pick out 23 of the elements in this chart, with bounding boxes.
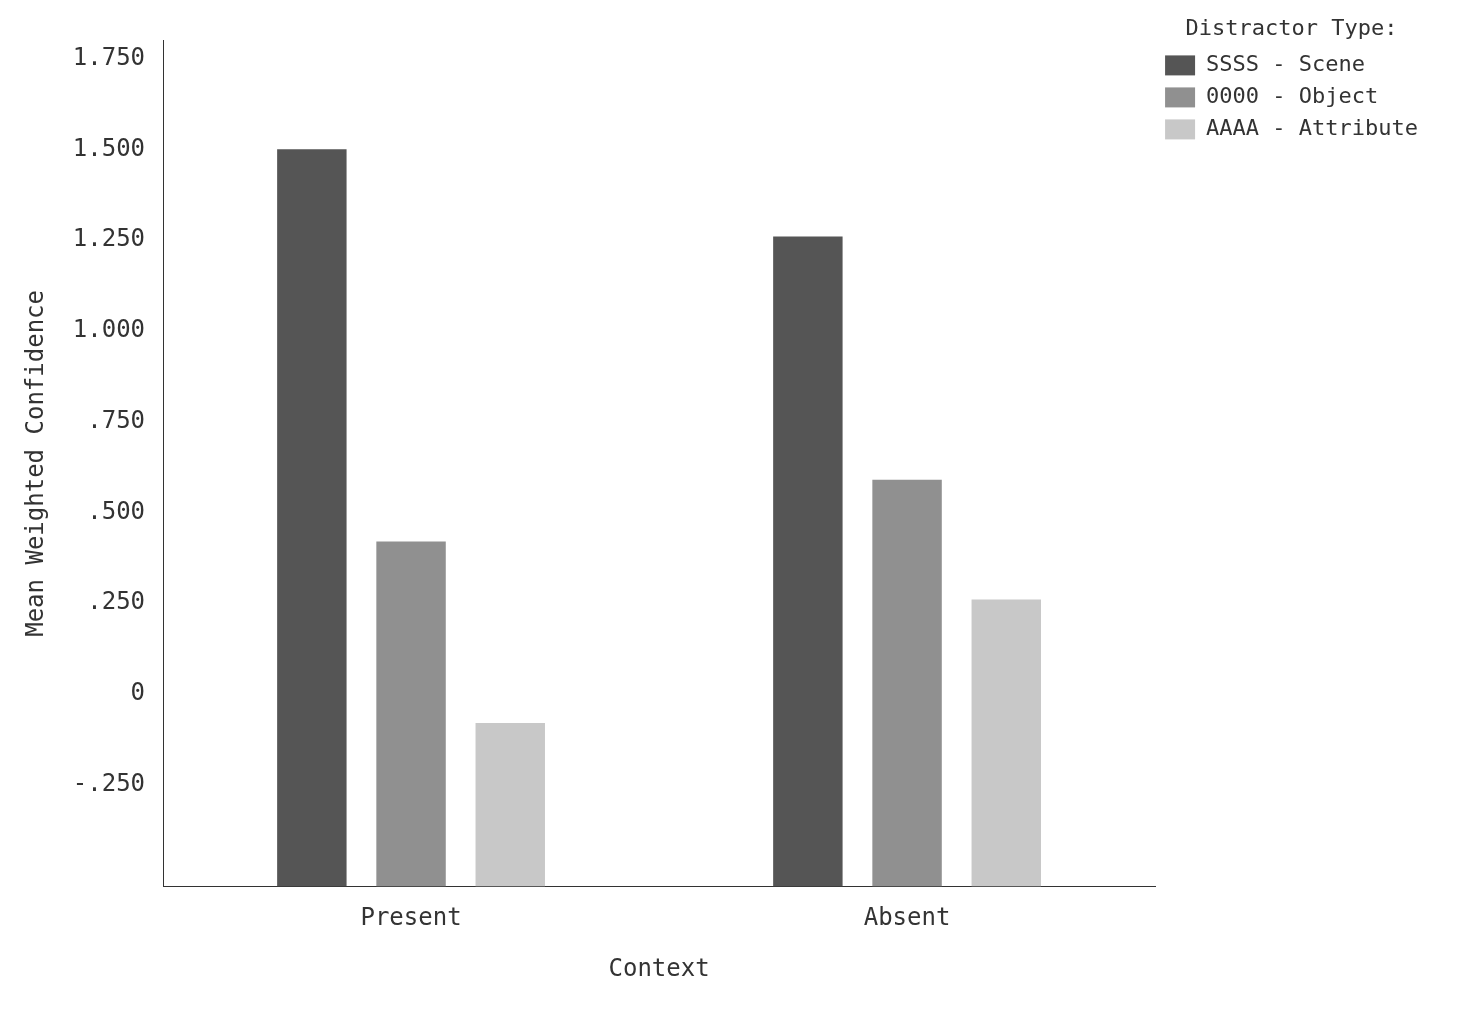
bar (971, 599, 1041, 887)
bar (475, 723, 545, 887)
y-tick-label: 1.500 (72, 133, 146, 162)
x-axis-title: Context (608, 953, 710, 982)
y-tick-label: 1.750 (72, 42, 146, 71)
bar (277, 149, 347, 887)
bar (376, 541, 446, 887)
y-tick-label: .250 (87, 587, 146, 616)
y-tick-label: -.250 (72, 768, 146, 797)
legend-label: AAAA - Attribute (1206, 115, 1418, 141)
legend-title: Distractor Type: (1185, 14, 1398, 40)
y-tick-label: .500 (87, 496, 146, 525)
y-tick-label: 1.250 (72, 224, 146, 253)
bar (773, 236, 843, 887)
x-tick-label: Present (360, 903, 462, 932)
y-tick-label: .750 (87, 405, 146, 434)
bar (872, 479, 942, 887)
y-tick-label: 0 (130, 678, 146, 707)
y-tick-label: 1.000 (72, 315, 146, 344)
legend-label: 0000 - Object (1206, 83, 1379, 109)
legend-label: SSSS - Scene (1206, 51, 1366, 77)
y-axis-title: Mean Weighted Confidence (20, 290, 49, 637)
x-tick-label: Absent (863, 903, 951, 932)
